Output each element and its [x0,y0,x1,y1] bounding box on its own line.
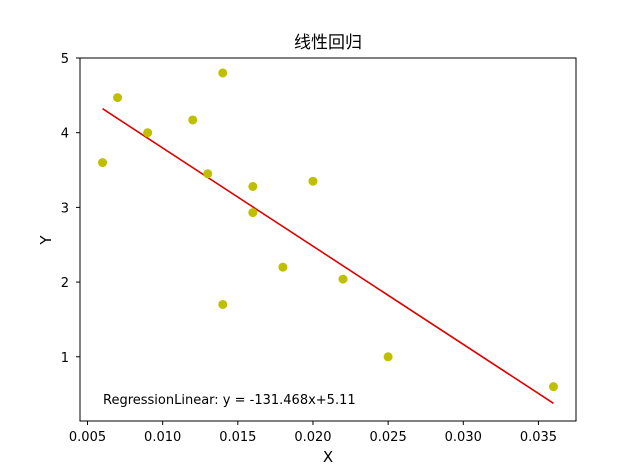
x-tick-label: 0.005 [69,430,106,445]
data-point [218,299,228,309]
data-point [113,93,123,103]
x-tick-label: 0.025 [370,430,407,445]
data-point [98,158,108,168]
regression-equation-annotation: RegressionLinear: y = -131.468x+5.11 [103,393,356,408]
data-point [248,208,258,218]
data-point [143,128,153,138]
data-point [548,382,558,392]
y-axis-ticks: 1 2 3 4 5 [61,52,80,366]
y-axis-label: Y [37,235,55,246]
y-tick-label: 1 [61,351,69,366]
regression-line [102,108,554,404]
data-point [218,68,228,78]
x-axis-label: X [323,448,333,466]
data-point [248,181,258,191]
y-tick-label: 4 [61,127,69,142]
data-point [308,176,318,186]
x-tick-label: 0.010 [144,430,181,445]
chart-title: 线性回归 [294,33,362,53]
y-tick-label: 2 [61,276,69,291]
x-tick-label: 0.030 [445,430,482,445]
scatter-points [98,68,558,392]
y-tick-label: 5 [61,52,69,67]
data-point [338,274,348,284]
data-point [383,352,393,362]
regression-line-group [102,108,554,404]
x-axis-ticks: 0.005 0.010 0.015 0.020 0.025 0.030 0.035 [69,421,557,445]
data-point [278,262,288,272]
data-point [203,169,213,179]
x-tick-label: 0.035 [520,430,557,445]
data-point [188,115,198,125]
y-tick-label: 3 [61,201,69,216]
x-tick-label: 0.015 [219,430,256,445]
plot-frame [79,57,577,422]
x-tick-label: 0.020 [294,430,331,445]
